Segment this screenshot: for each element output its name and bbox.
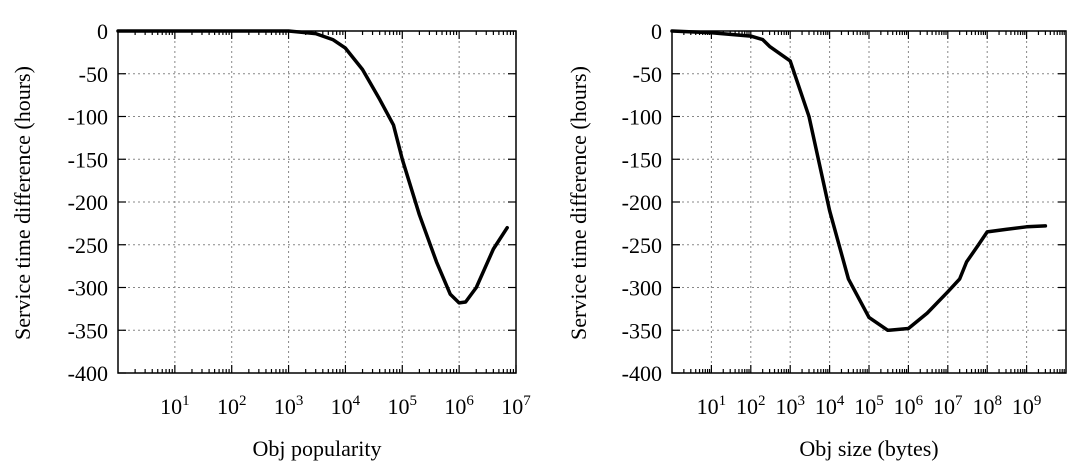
x-tick-label: 104 <box>815 393 845 419</box>
x-tick-label: 107 <box>933 393 963 419</box>
y-tick-label: -300 <box>622 276 662 301</box>
x-tick-label: 101 <box>697 393 727 419</box>
y-tick-label: 0 <box>97 19 108 44</box>
y-tick-label: 0 <box>651 19 662 44</box>
y-tick-label: -400 <box>68 361 108 386</box>
x-tick-label: 109 <box>1012 393 1042 419</box>
y-tick-label: -100 <box>622 105 662 130</box>
x-tick-label: 103 <box>274 393 304 419</box>
y-tick-label: -300 <box>68 276 108 301</box>
series-line <box>116 29 509 305</box>
x-axis-title: Obj popularity <box>253 436 382 461</box>
x-tick-label: 105 <box>388 393 418 419</box>
x-tick-label: 103 <box>775 393 805 419</box>
plot-frame <box>117 30 517 374</box>
y-axis-title: Service time difference (hours) <box>10 66 35 340</box>
x-tick-label: 106 <box>894 393 924 419</box>
right-chart-size: 0 -50 -100 -150 -200 -250 -300 -350 -400 101 102 10… <box>566 19 1067 461</box>
x-tick-label: 104 <box>331 393 361 419</box>
y-tick-label: -250 <box>68 233 108 258</box>
x-tick-label: 102 <box>736 393 766 419</box>
y-tick-label: -350 <box>68 318 108 343</box>
y-tick-label: -100 <box>68 105 108 130</box>
x-tick-label: 101 <box>160 393 190 419</box>
x-tick-label: 102 <box>217 393 247 419</box>
y-tick-label: -150 <box>68 147 108 172</box>
x-tick-label: 107 <box>501 393 531 419</box>
x-tick-label: 106 <box>444 393 474 419</box>
y-tick-label: -50 <box>79 62 108 87</box>
y-tick-label: -200 <box>68 190 108 215</box>
y-axis-title: Service time difference (hours) <box>566 66 591 340</box>
y-tick-label: -150 <box>622 147 662 172</box>
x-tick-label: 105 <box>854 393 884 419</box>
x-axis-title: Obj size (bytes) <box>799 436 938 461</box>
y-tick-label: -400 <box>622 361 662 386</box>
x-tick-label: 108 <box>972 393 1002 419</box>
left-chart-popularity: 0 -50 -100 -150 -200 -250 -300 -350 -400 101 102 10… <box>10 19 531 461</box>
y-tick-label: -200 <box>622 190 662 215</box>
y-tick-label: -50 <box>633 62 662 87</box>
y-tick-label: -250 <box>622 233 662 258</box>
y-tick-label: -350 <box>622 318 662 343</box>
series-line <box>670 29 1048 333</box>
